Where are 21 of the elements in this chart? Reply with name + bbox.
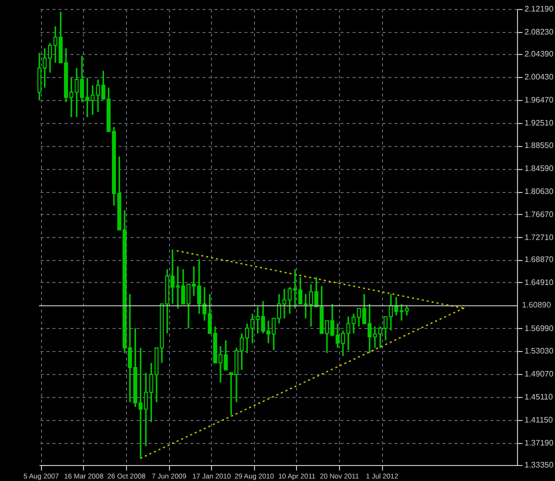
y-tick-label: 1.76670 [524, 210, 554, 219]
y-tick-label: 1.41150 [524, 415, 554, 424]
y-tick-label: 1.53030 [524, 346, 554, 356]
ref-line-label: 1.60890 [522, 300, 552, 310]
y-tick-label: 1.80630 [524, 187, 554, 196]
y-tick-label: 2.04390 [524, 50, 554, 59]
y-tick-label: 1.96470 [524, 95, 554, 104]
y-tick-label: 1.64910 [524, 278, 554, 287]
y-tick-label: 1.37190 [524, 438, 554, 448]
y-tick-label: 2.08230 [524, 27, 554, 36]
y-tick-label: 1.56990 [524, 324, 554, 333]
y-tick-label: 2.12190 [524, 4, 554, 14]
y-tick-label: 1.68870 [524, 255, 554, 264]
y-tick-label: 1.92510 [524, 118, 554, 128]
y-tick-label: 1.84590 [524, 164, 554, 174]
y-tick-label: 2.00430 [524, 72, 554, 82]
y-tick-label: 1.33350 [524, 460, 554, 470]
y-tick-label: 1.45110 [524, 392, 554, 402]
y-tick-label: 1.49070 [524, 370, 554, 379]
y-tick-label: 1.88550 [524, 141, 554, 150]
y-tick-label: 1.72710 [524, 232, 554, 242]
